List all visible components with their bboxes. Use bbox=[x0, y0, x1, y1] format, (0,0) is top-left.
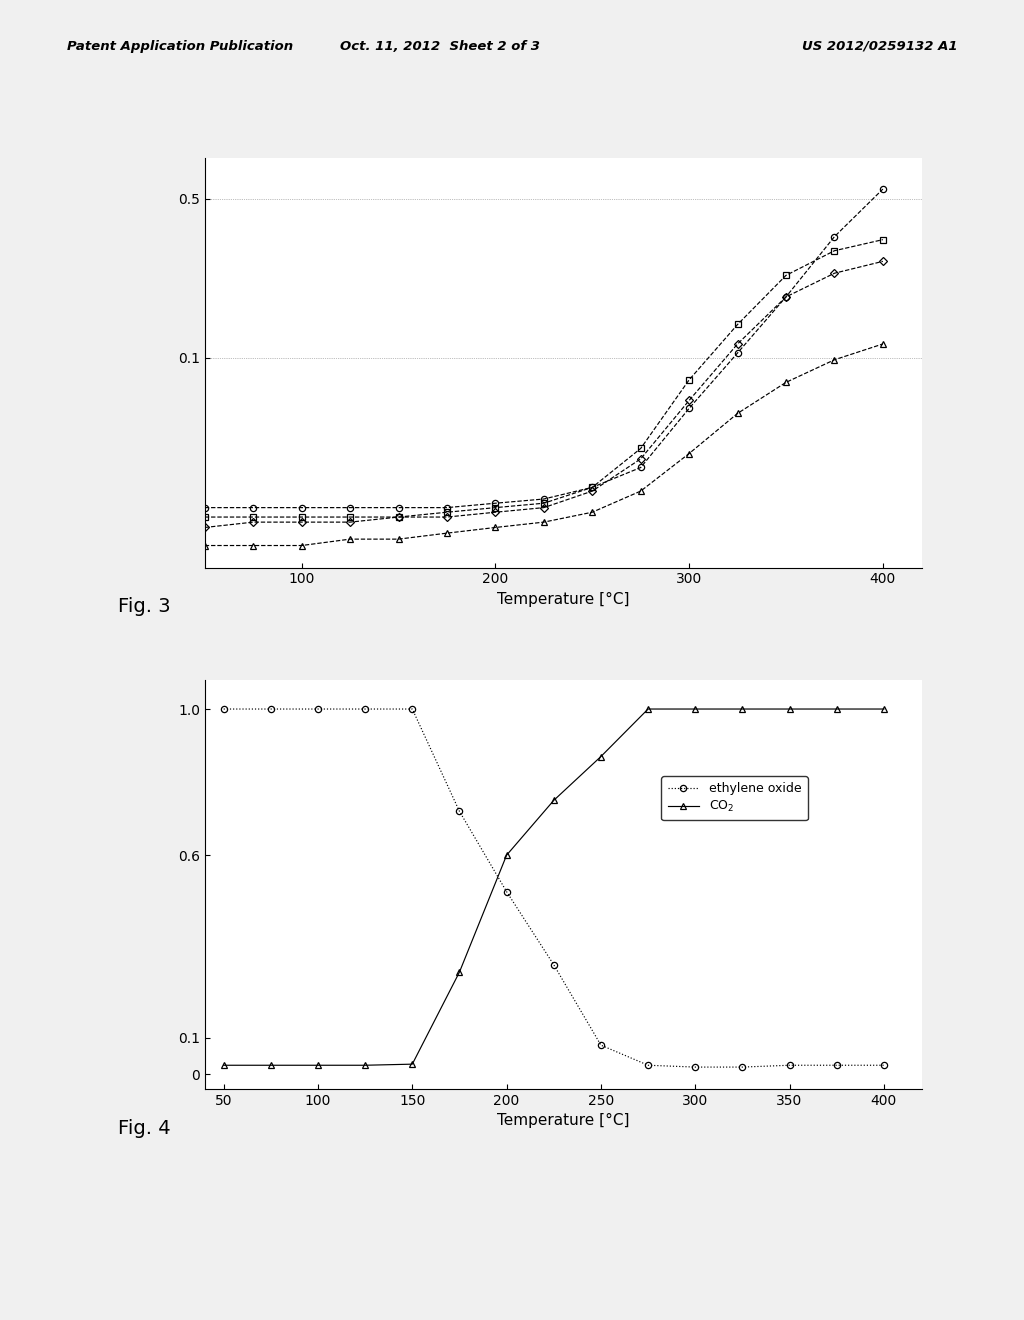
ethylene oxide bbox=[501, 884, 513, 900]
CO$_2$ bbox=[736, 701, 749, 717]
Legend: ethylene oxide, CO$_2$: ethylene oxide, CO$_2$ bbox=[662, 776, 808, 821]
ethylene oxide bbox=[783, 1057, 796, 1073]
X-axis label: Temperature [°C]: Temperature [°C] bbox=[497, 591, 630, 607]
CO$_2$ bbox=[501, 847, 513, 863]
CO$_2$ bbox=[217, 1057, 229, 1073]
ethylene oxide bbox=[454, 804, 466, 820]
ethylene oxide bbox=[830, 1057, 843, 1073]
CO$_2$ bbox=[783, 701, 796, 717]
X-axis label: Temperature [°C]: Temperature [°C] bbox=[497, 1113, 630, 1129]
ethylene oxide bbox=[689, 1059, 701, 1074]
ethylene oxide bbox=[264, 701, 276, 717]
ethylene oxide bbox=[642, 1057, 654, 1073]
ethylene oxide bbox=[548, 957, 560, 973]
ethylene oxide bbox=[736, 1059, 749, 1074]
CO$_2$ bbox=[548, 792, 560, 808]
CO$_2$ bbox=[454, 964, 466, 979]
ethylene oxide bbox=[312, 701, 325, 717]
ethylene oxide bbox=[595, 1038, 607, 1053]
Text: US 2012/0259132 A1: US 2012/0259132 A1 bbox=[802, 40, 957, 53]
Text: Patent Application Publication: Patent Application Publication bbox=[67, 40, 293, 53]
CO$_2$ bbox=[312, 1057, 325, 1073]
ethylene oxide bbox=[359, 701, 372, 717]
Text: Fig. 3: Fig. 3 bbox=[118, 597, 170, 615]
Text: Fig. 4: Fig. 4 bbox=[118, 1119, 170, 1138]
CO$_2$ bbox=[407, 1056, 419, 1072]
Line: ethylene oxide: ethylene oxide bbox=[220, 706, 887, 1071]
Line: CO$_2$: CO$_2$ bbox=[220, 706, 887, 1068]
CO$_2$ bbox=[264, 1057, 276, 1073]
CO$_2$ bbox=[359, 1057, 372, 1073]
ethylene oxide bbox=[878, 1057, 890, 1073]
ethylene oxide bbox=[217, 701, 229, 717]
Text: Oct. 11, 2012  Sheet 2 of 3: Oct. 11, 2012 Sheet 2 of 3 bbox=[340, 40, 541, 53]
CO$_2$ bbox=[878, 701, 890, 717]
CO$_2$ bbox=[595, 748, 607, 764]
CO$_2$ bbox=[689, 701, 701, 717]
CO$_2$ bbox=[642, 701, 654, 717]
ethylene oxide bbox=[407, 701, 419, 717]
CO$_2$ bbox=[830, 701, 843, 717]
